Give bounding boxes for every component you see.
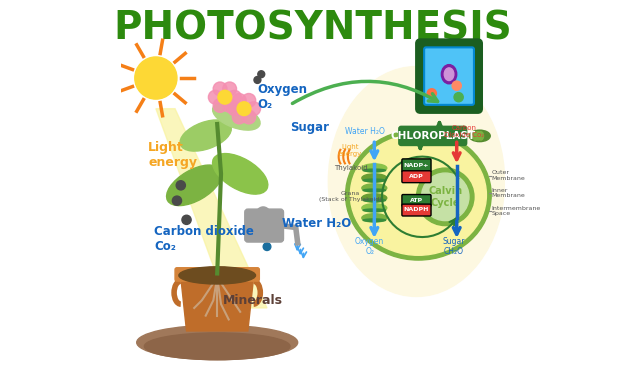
Text: Oxygen
O₂: Oxygen O₂ [355, 237, 384, 256]
Ellipse shape [351, 135, 486, 255]
Circle shape [237, 102, 251, 115]
Ellipse shape [362, 194, 387, 202]
Circle shape [218, 90, 232, 104]
Ellipse shape [167, 165, 222, 206]
Text: NADPH: NADPH [404, 207, 429, 212]
Ellipse shape [469, 130, 490, 142]
Circle shape [265, 212, 273, 220]
Ellipse shape [478, 132, 483, 140]
Text: Oxygen
O₂: Oxygen O₂ [257, 83, 307, 111]
Text: ATP: ATP [410, 198, 423, 203]
FancyBboxPatch shape [402, 195, 431, 207]
Polygon shape [156, 109, 267, 308]
Text: Minerals: Minerals [223, 294, 283, 307]
Text: Grana
(Stack of Thylakoid): Grana (Stack of Thylakoid) [319, 191, 382, 202]
Circle shape [227, 102, 242, 115]
Text: Thylakoid: Thylakoid [334, 165, 367, 171]
Ellipse shape [179, 267, 255, 284]
Ellipse shape [136, 325, 298, 360]
Ellipse shape [346, 130, 491, 260]
Ellipse shape [363, 209, 386, 212]
Ellipse shape [362, 214, 387, 222]
FancyBboxPatch shape [424, 47, 474, 105]
Circle shape [416, 168, 474, 225]
Ellipse shape [363, 189, 386, 191]
Text: Outer
Membrane: Outer Membrane [491, 170, 525, 181]
Text: Carbon dioxide
Co₂: Carbon dioxide Co₂ [154, 225, 254, 253]
Text: Intermembrane
Space: Intermembrane Space [491, 206, 540, 217]
Circle shape [208, 90, 222, 104]
Text: NADP+: NADP+ [404, 163, 429, 168]
Circle shape [263, 243, 271, 251]
Circle shape [182, 215, 191, 224]
Text: Carbon
Dioxide Co₂: Carbon Dioxide Co₂ [444, 125, 485, 138]
Ellipse shape [362, 164, 387, 172]
Ellipse shape [444, 68, 454, 81]
Ellipse shape [145, 333, 290, 360]
Circle shape [242, 93, 255, 107]
Circle shape [427, 89, 436, 98]
Text: PHOTOSYNTHESIS: PHOTOSYNTHESIS [114, 9, 512, 47]
Text: Calvin
Cycle: Calvin Cycle [428, 186, 462, 208]
Circle shape [172, 196, 182, 205]
Circle shape [232, 110, 246, 124]
Ellipse shape [362, 204, 387, 212]
Ellipse shape [213, 154, 268, 194]
FancyBboxPatch shape [245, 209, 284, 242]
Text: Water H₂O: Water H₂O [282, 217, 352, 230]
Circle shape [213, 82, 227, 96]
FancyBboxPatch shape [175, 268, 259, 281]
Text: Sugar: Sugar [290, 121, 329, 134]
Ellipse shape [363, 199, 386, 201]
Circle shape [242, 110, 255, 124]
Ellipse shape [363, 179, 386, 182]
Ellipse shape [473, 132, 478, 140]
Ellipse shape [213, 103, 260, 130]
Circle shape [232, 93, 246, 107]
Text: CHLOROPLAST: CHLOROPLAST [391, 131, 476, 141]
Text: ADP: ADP [409, 174, 424, 179]
Ellipse shape [362, 174, 387, 182]
Circle shape [421, 173, 469, 220]
Circle shape [223, 98, 237, 112]
FancyBboxPatch shape [399, 126, 466, 146]
Text: Water H₂O: Water H₂O [345, 127, 384, 136]
Circle shape [135, 57, 177, 99]
Ellipse shape [441, 64, 457, 84]
Text: Sugar
CH₂O: Sugar CH₂O [443, 237, 465, 256]
Ellipse shape [476, 132, 481, 140]
FancyBboxPatch shape [402, 204, 431, 216]
Polygon shape [181, 277, 254, 331]
Circle shape [227, 90, 242, 104]
Text: Light
energy: Light energy [148, 141, 197, 169]
Circle shape [258, 71, 265, 78]
Ellipse shape [363, 219, 386, 222]
Circle shape [454, 93, 463, 102]
Ellipse shape [328, 66, 505, 296]
Ellipse shape [363, 169, 386, 172]
FancyBboxPatch shape [416, 40, 481, 113]
Text: Light
energy: Light energy [338, 144, 362, 157]
Ellipse shape [362, 184, 387, 192]
Circle shape [223, 82, 237, 96]
FancyBboxPatch shape [402, 159, 431, 172]
Circle shape [176, 181, 185, 190]
Ellipse shape [180, 120, 232, 151]
Text: Inner
Membrane: Inner Membrane [491, 188, 525, 198]
Circle shape [254, 76, 261, 83]
Circle shape [269, 227, 277, 235]
Circle shape [213, 98, 227, 112]
Circle shape [247, 102, 260, 115]
FancyBboxPatch shape [402, 171, 431, 183]
Circle shape [452, 81, 461, 90]
